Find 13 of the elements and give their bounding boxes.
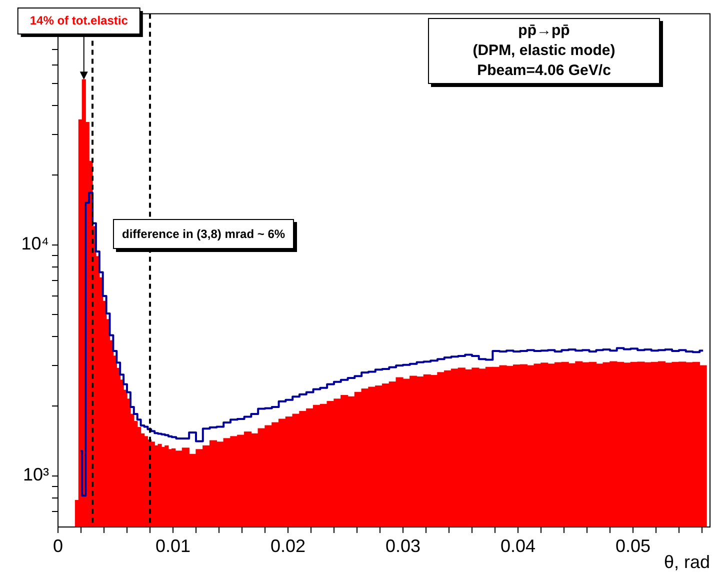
y-tick-label: 10⁴ — [21, 234, 49, 254]
annotation: Pbeam=4.06 GeV/c — [476, 61, 612, 81]
annotation: 14% of tot.elastic — [30, 13, 128, 28]
x-tick-label: 0.03 — [385, 536, 420, 556]
x-tick-label: 0.01 — [155, 536, 191, 556]
y-tick-label: 10³ — [22, 464, 50, 485]
x-tick-label: 0.04 — [500, 536, 536, 556]
text-box: pp̄→pp̄ (DPM, elastic mode) Pbeam=4.06 GeV/c — [428, 18, 660, 84]
x-tick-label: 0.02 — [270, 536, 306, 556]
text-box: difference in (3,8) mrad ~ 6% — [113, 219, 294, 249]
x-tick-label: 0 — [52, 536, 64, 556]
x-tick-label: 0.05 — [615, 536, 650, 556]
x-axis-title: θ, rad — [664, 552, 710, 572]
